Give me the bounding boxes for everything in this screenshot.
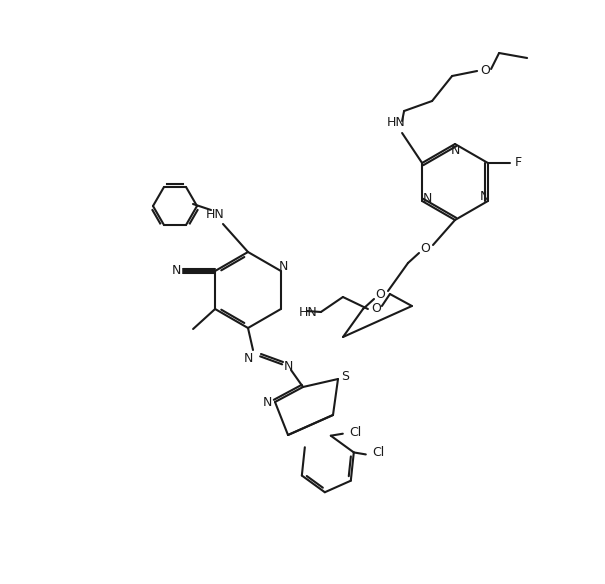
Text: HN: HN	[206, 207, 224, 221]
Text: O: O	[375, 288, 385, 301]
Text: N: N	[283, 360, 293, 373]
Text: N: N	[480, 189, 489, 203]
Text: N: N	[422, 192, 432, 204]
Text: HN: HN	[299, 305, 318, 318]
Text: O: O	[371, 303, 381, 315]
Text: S: S	[341, 370, 349, 383]
Text: N: N	[243, 352, 253, 364]
Text: N: N	[280, 259, 289, 273]
Text: O: O	[480, 64, 490, 78]
Text: N: N	[450, 144, 460, 157]
Text: O: O	[420, 242, 430, 256]
Text: Cl: Cl	[372, 446, 384, 459]
Text: HN: HN	[387, 116, 405, 130]
Text: F: F	[514, 157, 522, 169]
Text: N: N	[171, 265, 181, 277]
Text: Cl: Cl	[349, 426, 361, 439]
Text: N: N	[263, 395, 272, 408]
